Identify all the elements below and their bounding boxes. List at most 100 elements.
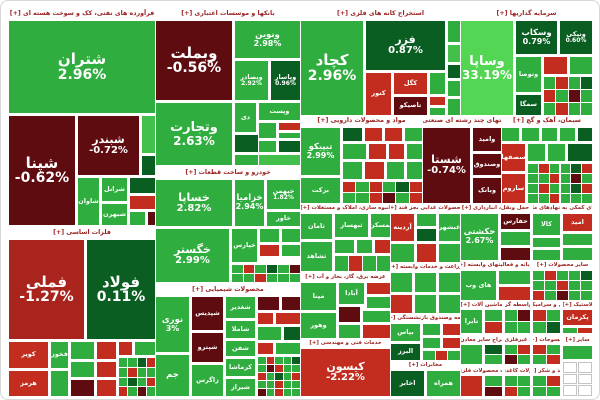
tile-خراسان[interactable] [258, 313, 273, 324]
tile[interactable] [142, 156, 155, 175]
tile-خاور[interactable]: خاور [267, 212, 300, 226]
tile[interactable] [292, 365, 300, 372]
tile[interactable] [396, 182, 409, 192]
tile[interactable] [518, 310, 530, 321]
tile-تملت[interactable] [533, 250, 560, 260]
tile[interactable] [568, 90, 580, 102]
tile-دکوثر[interactable] [389, 144, 404, 159]
sector-header[interactable]: بانکها و موسسات اعتباری [+] [156, 9, 300, 18]
tile[interactable] [137, 367, 146, 377]
tile[interactable] [289, 274, 300, 282]
tile[interactable] [568, 103, 580, 115]
tile[interactable] [485, 386, 502, 396]
tile[interactable] [279, 141, 300, 152]
tile[interactable] [557, 271, 568, 280]
tile-سفارس[interactable] [548, 144, 565, 161]
tile-کرماشا[interactable]: کرماشا [226, 359, 255, 376]
sector-header[interactable]: سیمان، آهک و گچ [+] [502, 116, 592, 125]
tile[interactable] [569, 271, 580, 280]
tile-بپاس[interactable]: بپاس [391, 324, 420, 341]
tile-ونوین[interactable]: ونوین 2.98% [235, 21, 300, 58]
sector-header[interactable]: زراعت و خدمات وابسته [+] [391, 263, 460, 271]
tile[interactable] [243, 265, 254, 273]
tile[interactable] [148, 212, 155, 225]
tile[interactable] [369, 193, 382, 203]
tile[interactable] [580, 90, 592, 102]
sector-header[interactable]: کاشی و سرامیک [+] [533, 301, 560, 308]
tile[interactable] [119, 387, 128, 396]
tile-ثنور[interactable] [335, 240, 354, 253]
tile-غبشهر[interactable]: غبشهر [439, 214, 460, 241]
tile[interactable] [243, 274, 254, 282]
tile-دتماد[interactable] [343, 162, 362, 179]
tile[interactable] [578, 373, 592, 385]
tile[interactable] [292, 389, 300, 396]
sector-header[interactable]: محصولات غذایی بجز قند [+] [391, 204, 460, 212]
sector-header[interactable]: کانی غیرفلزی [+] [505, 336, 530, 343]
tile[interactable] [485, 322, 502, 333]
tile[interactable] [128, 367, 137, 377]
tile[interactable] [547, 322, 560, 333]
tile[interactable] [538, 174, 549, 183]
tile-خگستر[interactable]: خگستر 2.99% [156, 229, 229, 282]
tile-غپینو[interactable] [417, 244, 436, 262]
tile[interactable] [258, 365, 266, 372]
tile-کاما[interactable] [461, 345, 482, 364]
tile-دلر[interactable] [407, 144, 422, 159]
tile-بمپنا[interactable] [367, 297, 390, 308]
tile[interactable] [578, 362, 592, 373]
tile[interactable] [275, 373, 283, 380]
tile-ساروم[interactable]: ساروم [502, 174, 525, 203]
tile[interactable] [283, 373, 292, 380]
tile-سپاها[interactable] [560, 128, 575, 141]
tile[interactable] [369, 182, 382, 192]
tile-حفارس[interactable]: حفارس [501, 214, 530, 229]
tile-وسکاب[interactable]: وسکاب 0.79% [516, 21, 557, 54]
tile-شخارک[interactable] [284, 327, 300, 340]
tile[interactable] [538, 184, 549, 193]
tile[interactable] [547, 310, 560, 321]
tile[interactable] [571, 194, 582, 203]
tile[interactable] [283, 357, 292, 364]
tile-زفجر[interactable] [415, 273, 436, 292]
tile[interactable] [545, 291, 556, 300]
tile[interactable] [430, 108, 445, 115]
tile-سایتا[interactable] [522, 128, 539, 141]
tile[interactable] [289, 265, 300, 273]
tile[interactable] [571, 184, 582, 193]
tile[interactable] [119, 377, 128, 387]
tile-خساپا[interactable]: خساپا 2.82% [156, 180, 232, 226]
tile-کویر[interactable]: کویر [9, 342, 48, 368]
tile[interactable] [335, 256, 348, 271]
tile[interactable] [545, 281, 556, 290]
tile-اتکام[interactable] [423, 338, 440, 348]
tile-تاپیکو[interactable] [282, 297, 300, 310]
tile[interactable] [396, 193, 409, 203]
tile[interactable] [528, 184, 538, 193]
tile[interactable] [266, 265, 277, 273]
sector-header[interactable]: سایر [+] [563, 336, 592, 343]
tile[interactable] [569, 291, 580, 300]
tile-وسرمد[interactable] [443, 324, 460, 335]
tile[interactable] [563, 373, 577, 385]
tile-وبملت[interactable]: وبملت -0.56% [156, 21, 232, 100]
tile-وصنا[interactable] [544, 57, 567, 74]
tile-آبادا[interactable]: آبادا [339, 283, 364, 304]
sector-header[interactable]: حمل ونقل، انبارداری [+] [461, 204, 530, 212]
tile-فارس[interactable] [258, 327, 281, 340]
sector-header[interactable]: ساخت محصولات فلزی [+] [461, 367, 502, 374]
tile-سغرب[interactable] [578, 128, 592, 141]
tile[interactable] [448, 351, 460, 360]
tile-میدکو[interactable] [71, 342, 94, 359]
tile-هرمز[interactable]: هرمز [9, 371, 48, 396]
tile[interactable] [581, 281, 592, 290]
tile-خبهمن[interactable]: خبهمن 1.82% [267, 180, 300, 209]
tile[interactable] [518, 355, 530, 364]
tile[interactable] [580, 77, 592, 89]
tile[interactable] [578, 328, 592, 333]
tile-وخاور[interactable] [235, 135, 258, 152]
tile[interactable] [128, 377, 137, 387]
tile[interactable] [349, 256, 362, 271]
tile-اخابر[interactable]: اخابر [391, 371, 424, 396]
tile-فسازان[interactable] [97, 362, 116, 377]
